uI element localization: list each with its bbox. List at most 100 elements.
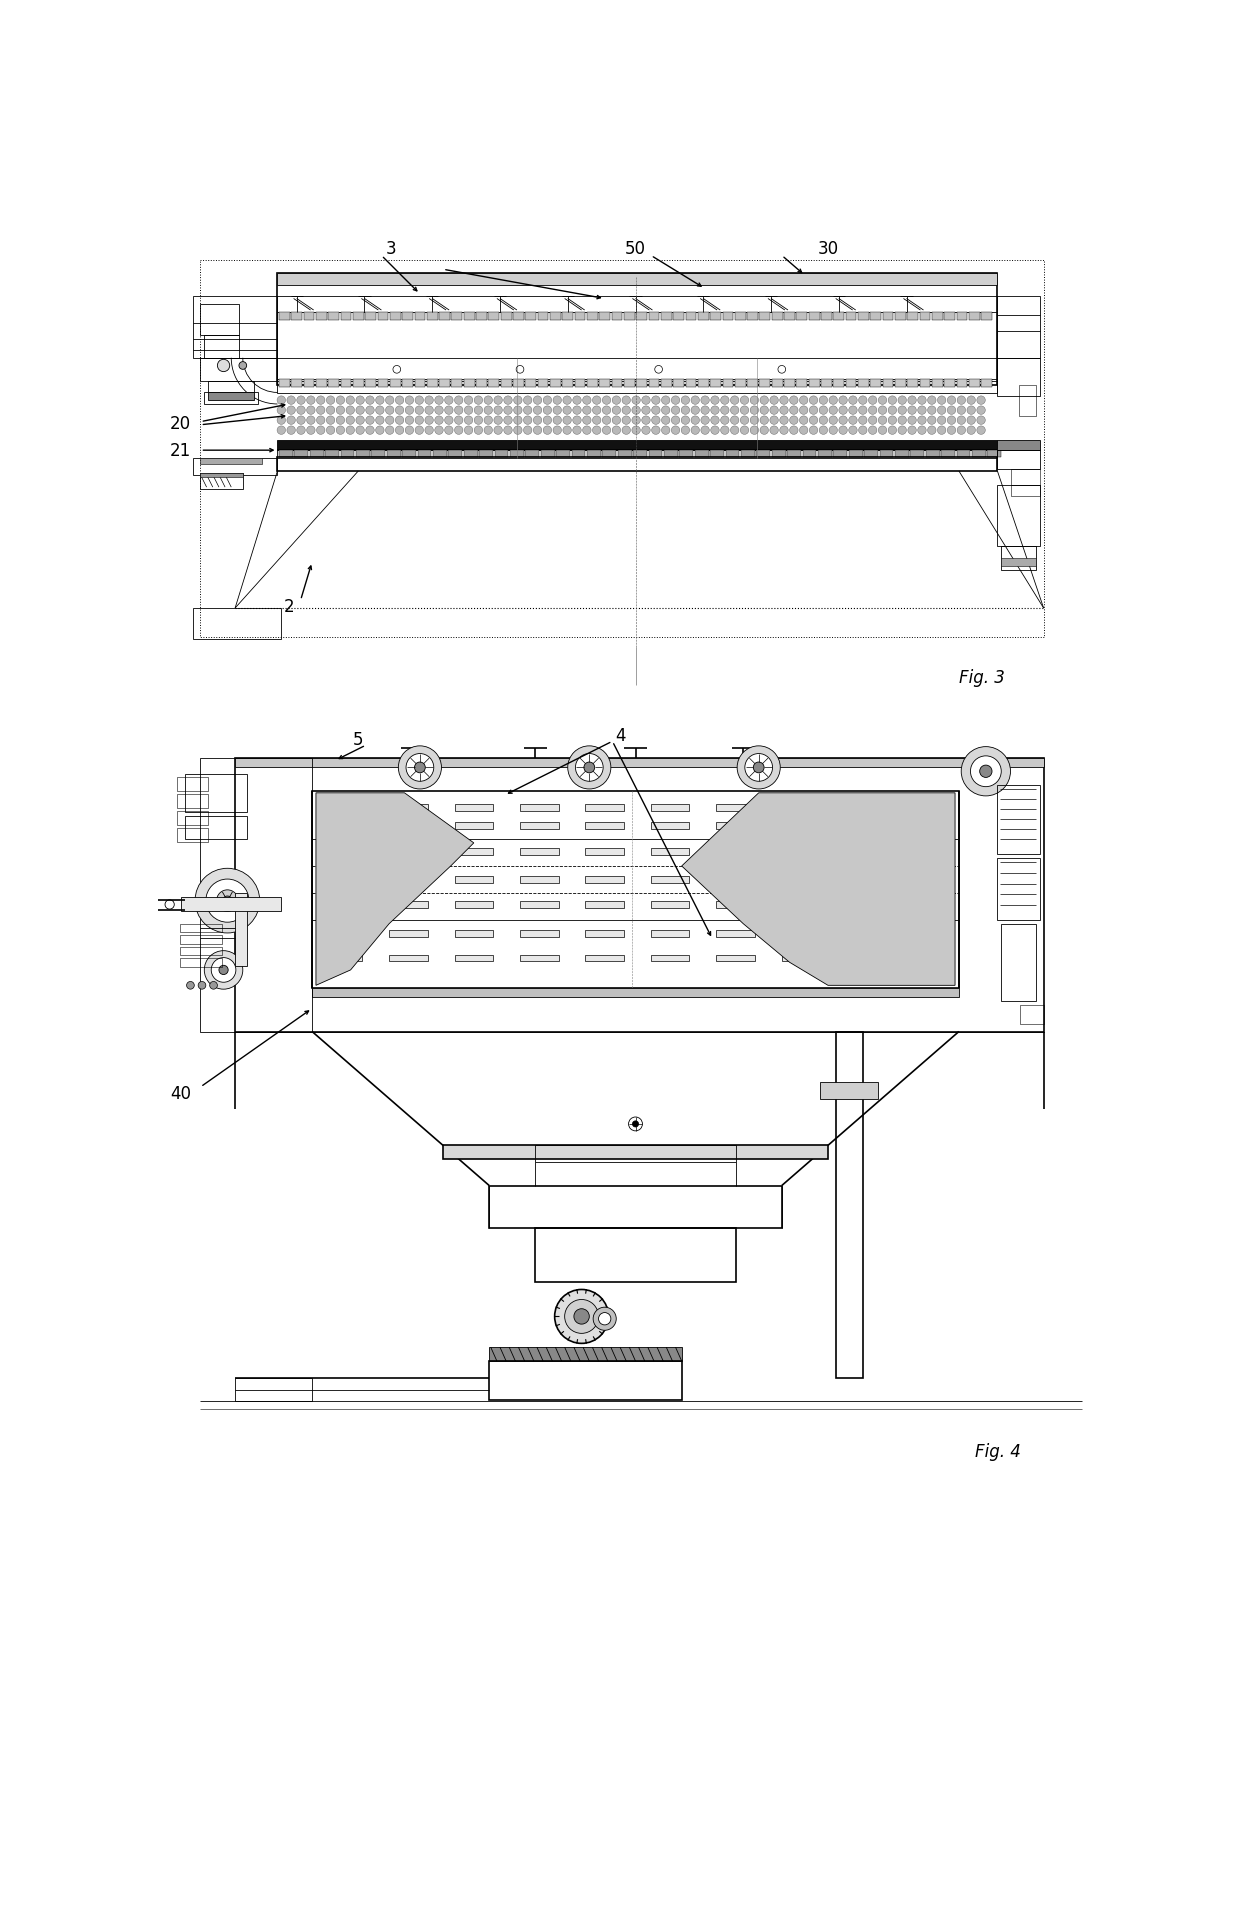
Text: 20: 20 <box>170 415 191 432</box>
Circle shape <box>326 417 335 425</box>
Circle shape <box>513 417 522 425</box>
Circle shape <box>671 417 680 425</box>
Bar <box>236 1378 312 1401</box>
Bar <box>585 805 624 813</box>
Circle shape <box>770 427 779 434</box>
Bar <box>611 380 622 388</box>
Bar <box>847 849 885 855</box>
Bar <box>997 359 1040 398</box>
Circle shape <box>957 417 966 425</box>
Circle shape <box>858 427 867 434</box>
Circle shape <box>848 417 857 425</box>
Circle shape <box>691 398 699 405</box>
Bar <box>870 380 882 388</box>
Bar <box>956 313 967 320</box>
Circle shape <box>918 407 926 415</box>
Circle shape <box>868 407 877 415</box>
Circle shape <box>435 427 443 434</box>
Bar <box>981 313 992 320</box>
Bar <box>279 313 290 320</box>
Bar <box>324 822 362 830</box>
Bar <box>585 930 624 938</box>
Bar <box>636 380 647 388</box>
Bar <box>455 805 494 813</box>
Bar <box>997 452 1040 471</box>
Circle shape <box>790 427 799 434</box>
Circle shape <box>888 398 897 405</box>
Circle shape <box>661 407 670 415</box>
Bar <box>294 452 309 457</box>
Text: 40: 40 <box>170 1085 191 1102</box>
Circle shape <box>947 407 956 415</box>
Bar <box>476 380 487 388</box>
Bar <box>185 816 247 840</box>
Bar <box>771 380 782 388</box>
Bar <box>717 849 755 855</box>
Circle shape <box>336 417 345 425</box>
Circle shape <box>790 407 799 415</box>
Bar <box>451 313 463 320</box>
Circle shape <box>435 407 443 415</box>
Bar <box>278 274 997 286</box>
Circle shape <box>603 398 611 405</box>
Bar <box>883 313 894 320</box>
Bar <box>201 359 278 382</box>
Bar <box>236 758 1044 768</box>
Bar <box>870 313 882 320</box>
Bar <box>489 380 500 388</box>
Bar <box>520 849 558 855</box>
Circle shape <box>205 951 243 990</box>
Circle shape <box>593 1307 616 1330</box>
Circle shape <box>405 755 434 782</box>
Bar <box>304 380 315 388</box>
Circle shape <box>691 407 699 415</box>
Circle shape <box>445 417 453 425</box>
Bar <box>673 380 684 388</box>
Circle shape <box>543 407 552 415</box>
Bar <box>784 313 795 320</box>
Circle shape <box>583 398 591 405</box>
Circle shape <box>613 398 621 405</box>
Circle shape <box>523 427 532 434</box>
Bar <box>353 313 363 320</box>
Circle shape <box>366 407 374 415</box>
Circle shape <box>908 407 916 415</box>
Circle shape <box>573 427 582 434</box>
Circle shape <box>830 427 837 434</box>
Bar <box>572 452 585 457</box>
Bar <box>433 452 446 457</box>
Bar <box>192 297 278 359</box>
Circle shape <box>286 417 295 425</box>
Circle shape <box>770 417 779 425</box>
Circle shape <box>830 407 837 415</box>
Circle shape <box>947 417 956 425</box>
Polygon shape <box>316 793 474 986</box>
Text: 3: 3 <box>386 239 397 257</box>
Bar <box>636 313 647 320</box>
Bar <box>717 876 755 884</box>
Polygon shape <box>682 793 955 986</box>
Bar <box>849 452 863 457</box>
Bar <box>490 1185 781 1227</box>
Bar <box>192 608 281 639</box>
Bar <box>717 901 755 909</box>
Circle shape <box>513 398 522 405</box>
Circle shape <box>800 398 808 405</box>
Bar <box>291 313 303 320</box>
Circle shape <box>858 407 867 415</box>
Bar <box>201 261 1044 639</box>
Bar <box>926 452 940 457</box>
Circle shape <box>296 398 305 405</box>
Circle shape <box>316 407 325 415</box>
Circle shape <box>376 417 384 425</box>
Circle shape <box>464 427 472 434</box>
Circle shape <box>671 427 680 434</box>
Circle shape <box>820 427 827 434</box>
Bar <box>864 452 878 457</box>
Bar <box>987 452 1001 457</box>
Bar <box>526 313 536 320</box>
Text: 21: 21 <box>170 442 191 459</box>
Bar <box>908 380 918 388</box>
Circle shape <box>868 398 877 405</box>
Bar <box>651 901 689 909</box>
